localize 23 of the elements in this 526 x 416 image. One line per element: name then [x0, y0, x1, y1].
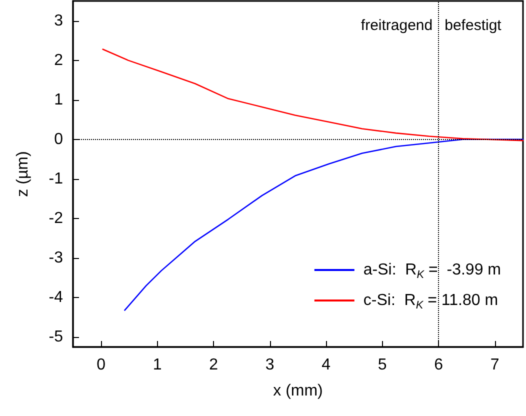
y-tick-label: 1: [54, 91, 64, 108]
y-tick-label: -3: [48, 250, 64, 267]
line-series: [124, 138, 524, 311]
x-axis-title: x (mm): [273, 382, 323, 400]
y-tick-label: -5: [48, 328, 64, 346]
annotation: freitragend: [360, 17, 433, 34]
x-tick-label: 7: [490, 356, 500, 374]
x-tick-label: 0: [96, 356, 106, 374]
y-tick-label: 0: [54, 130, 64, 148]
x-tick-label: 1: [152, 356, 162, 374]
y-tick-label: -4: [48, 289, 64, 306]
line-series: [102, 48, 524, 142]
x-tick-label: 6: [434, 356, 444, 374]
x-tick-label: 3: [265, 356, 274, 374]
annotation: befestigt: [444, 17, 502, 34]
y-axis-title: z (µm): [14, 151, 32, 197]
y-tick-label: 2: [54, 52, 64, 69]
x-tick-label: 2: [209, 356, 218, 374]
x-tick-label: 4: [322, 356, 331, 374]
y-tick-label: -2: [48, 210, 64, 227]
x-tick-label: 5: [378, 356, 387, 374]
y-tick-label: 3: [54, 12, 64, 30]
y-tick-label: -1: [48, 170, 64, 188]
